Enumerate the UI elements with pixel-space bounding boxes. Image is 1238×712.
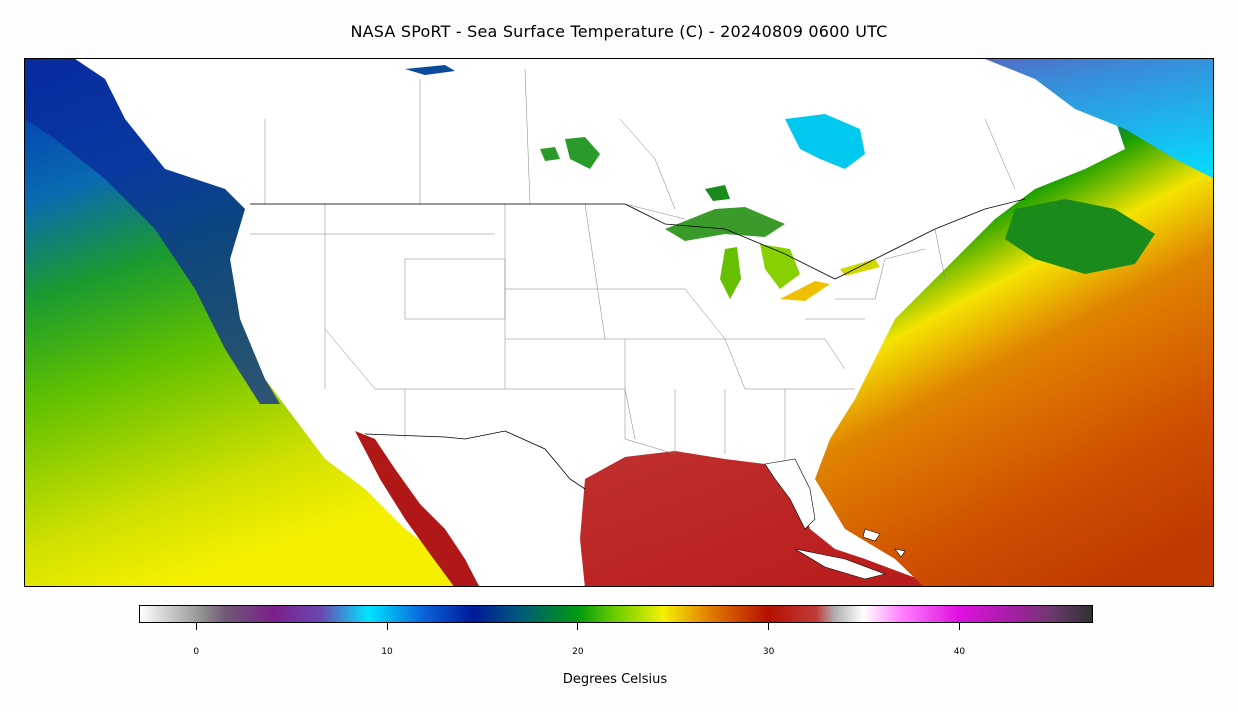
- colorbar: [139, 605, 1093, 623]
- great-lakes: [665, 207, 880, 301]
- gulf-of-california: [355, 431, 479, 586]
- lake-michigan: [720, 247, 741, 299]
- florida: [764, 458, 816, 530]
- colorbar-tick-label: 20: [572, 647, 584, 657]
- state-borders: [250, 68, 1016, 459]
- colorbar-tick: [577, 623, 579, 630]
- lake-erie: [780, 281, 830, 301]
- colorbar-tick: [195, 623, 197, 630]
- colorbar-tick-label: 40: [953, 647, 966, 657]
- gulf-of-mexico: [580, 451, 940, 586]
- pacific-coastal-upwelling: [25, 59, 280, 404]
- sea-surface-temperature-map: [24, 58, 1214, 587]
- map-canvas: [25, 59, 1213, 586]
- colorbar-tick-label: 0: [193, 647, 200, 657]
- canadian-lakes: [405, 65, 730, 201]
- colorbar-tick: [958, 623, 960, 630]
- caribbean-islands: [794, 528, 906, 580]
- country-borders: [250, 198, 1026, 490]
- lake-superior: [665, 207, 785, 241]
- james-bay: [785, 114, 865, 169]
- atlantic-ocean: [815, 59, 1213, 586]
- colorbar-ticks: 0 10 20 30 40: [139, 623, 1093, 663]
- colorbar-tick: [386, 623, 388, 630]
- colorbar-tick-label: 30: [762, 647, 775, 657]
- hudson-bay: [620, 59, 1213, 178]
- lake-huron: [760, 244, 800, 289]
- colorbar-tick-label: 10: [381, 647, 393, 657]
- map-title: NASA SPoRT - Sea Surface Temperature (C)…: [350, 22, 888, 41]
- gulf-of-st-lawrence: [1005, 199, 1155, 274]
- colorbar-label: Degrees Celsius: [562, 672, 668, 687]
- colorbar-tick: [768, 623, 770, 630]
